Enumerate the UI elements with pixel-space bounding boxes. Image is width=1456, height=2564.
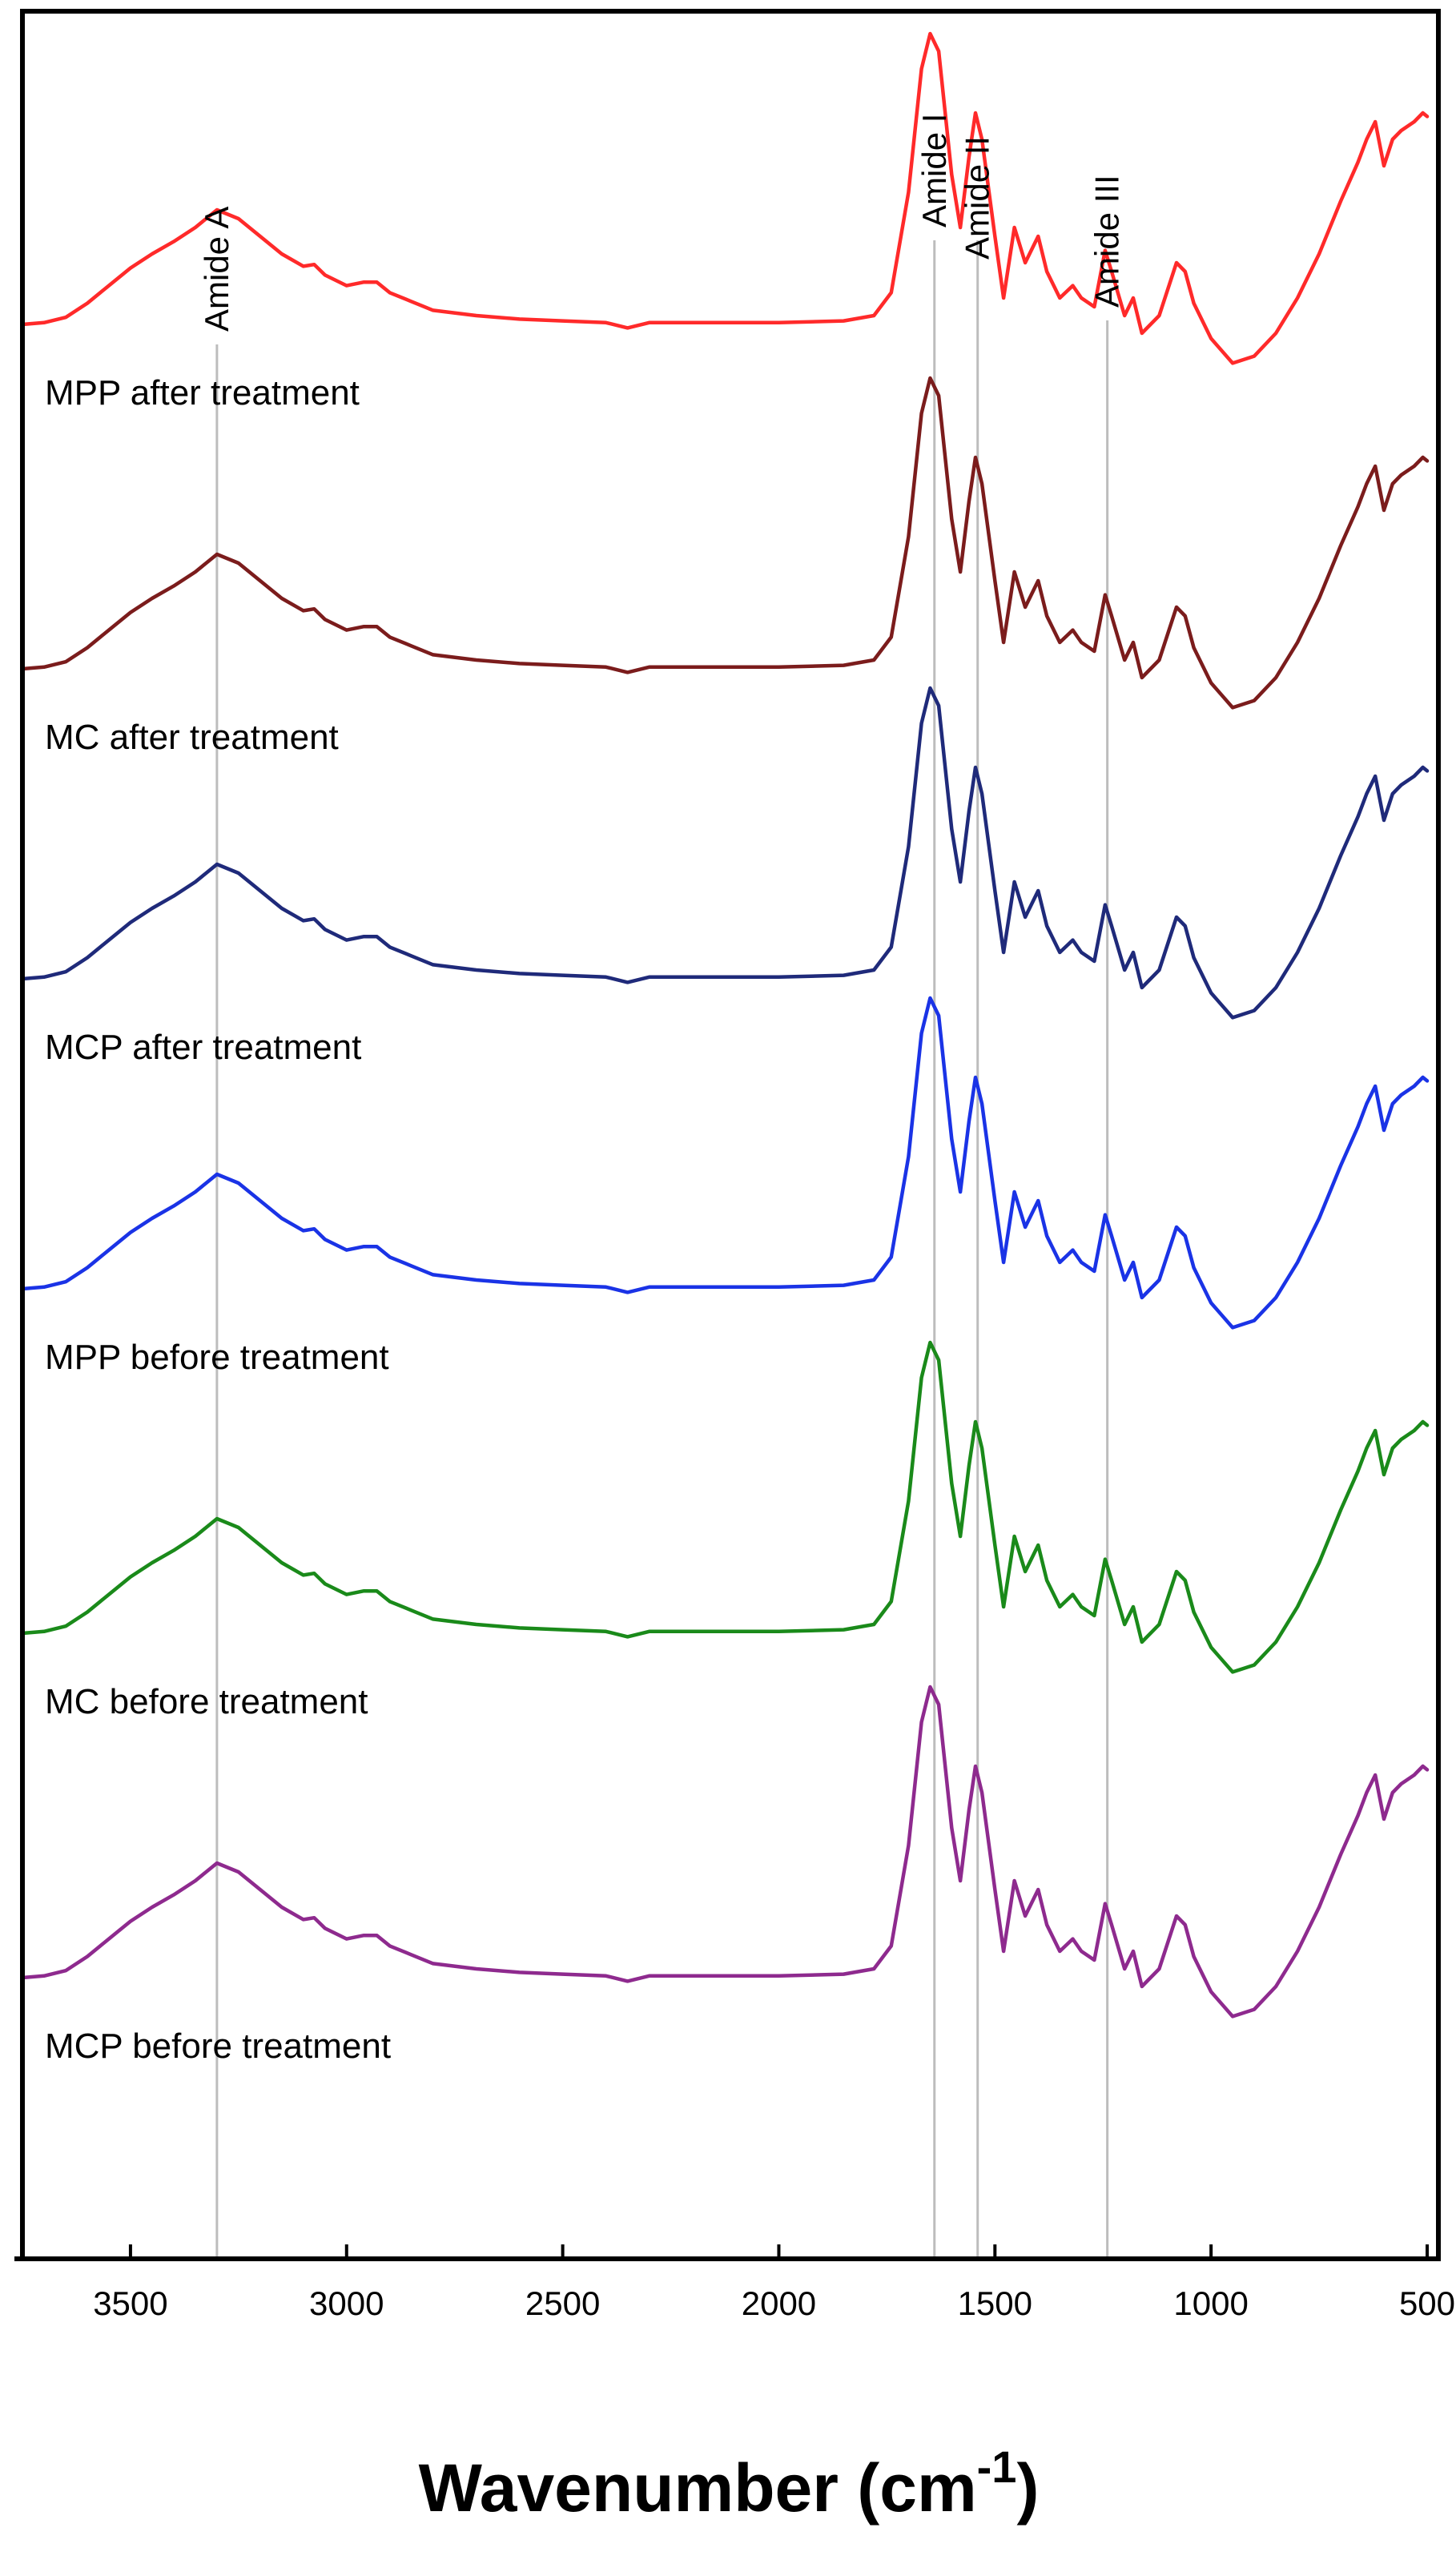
x-axis-title-superscript: -1: [977, 2441, 1017, 2492]
x-tick-label-2500: 2500: [525, 2284, 600, 2322]
label-amide-i: Amide I: [915, 114, 953, 227]
series-label-mcp-after-treatment: MCP after treatment: [45, 1028, 361, 1067]
x-tick-label-2000: 2000: [742, 2284, 816, 2322]
series-label-mc-after-treatment: MC after treatment: [45, 718, 339, 757]
spectrum-mc-after-treatment: [20, 376, 1430, 710]
spectrum-mcp-after-treatment: [20, 686, 1430, 1020]
spectrum-mcp-before-treatment: [20, 1685, 1430, 2019]
x-tick-label-3000: 3000: [309, 2284, 384, 2322]
series-label-mcp-before-treatment: MCP before treatment: [45, 2027, 391, 2066]
reference-lines: [215, 240, 1109, 2259]
label-amide-a: Amide A: [198, 207, 235, 332]
spectrum-mpp-after-treatment: [20, 31, 1430, 365]
spectra-traces: [20, 31, 1430, 2019]
spectrum-mpp-before-treatment: [20, 996, 1430, 1330]
label-amide-ii: Amide II: [959, 136, 996, 260]
x-axis-ticks: 3500 3000 2500 2000 1500 1000 500: [93, 2244, 1455, 2322]
x-tick-label-1500: 1500: [958, 2284, 1032, 2322]
x-tick-label-3500: 3500: [93, 2284, 167, 2322]
x-axis-title: Wavenumber (cm-1): [419, 2441, 1040, 2526]
spectrum-mc-before-treatment: [20, 1340, 1430, 1674]
x-axis-title-suffix: ): [1016, 2450, 1039, 2526]
series-label-mpp-before-treatment: MPP before treatment: [45, 1338, 389, 1377]
series-label-mpp-after-treatment: MPP after treatment: [45, 373, 360, 413]
x-tick-label-500: 500: [1399, 2284, 1455, 2322]
amide-labels: Amide A Amide I Amide II Amide III: [198, 114, 1126, 332]
label-amide-iii: Amide III: [1088, 175, 1126, 308]
x-tick-label-1000: 1000: [1173, 2284, 1248, 2322]
series-label-mc-before-treatment: MC before treatment: [45, 1682, 368, 1721]
series-labels: MPP after treatment MC after treatment MCP…: [45, 373, 391, 2066]
